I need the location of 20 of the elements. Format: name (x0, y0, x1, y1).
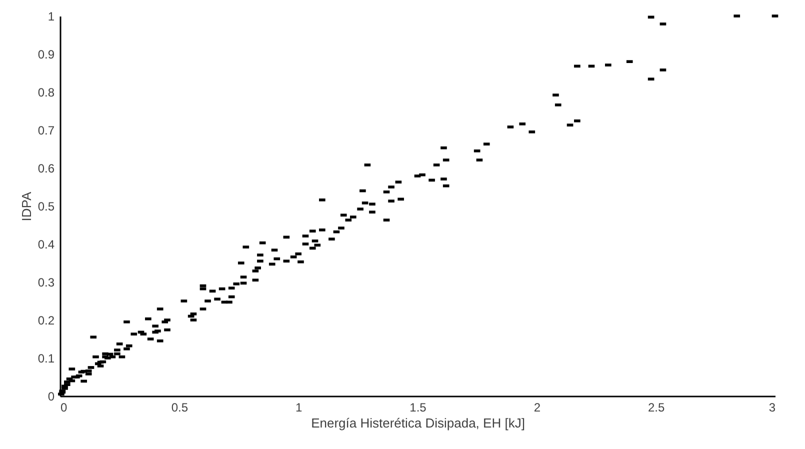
y-tick-label: 0.5 (38, 200, 55, 214)
y-tick-label: 0.9 (38, 48, 55, 62)
x-tick-label: 0.5 (171, 400, 188, 414)
y-axis-title: IDPA (18, 191, 34, 222)
x-tick-label: 0 (60, 400, 68, 414)
x-tick-label: 1.5 (410, 400, 427, 414)
y-tick-label: 0.2 (38, 314, 55, 328)
x-tick-label: 2.5 (648, 400, 665, 414)
y-tick-label: 0.1 (38, 352, 55, 366)
x-tick-label: 3 (768, 400, 776, 414)
y-tick-label: 0.8 (38, 86, 55, 100)
y-tick-label: 0.6 (38, 162, 55, 176)
x-tick-label: 1 (295, 400, 302, 414)
x-tick-label: 2 (534, 400, 541, 414)
y-tick-label: 0.7 (38, 124, 55, 138)
y-tick-label: 0.3 (38, 276, 55, 290)
y-tick-label: 1 (48, 10, 55, 24)
y-tick-label: 0.4 (38, 238, 55, 252)
y-tick-label: 0 (48, 390, 55, 404)
x-axis-title: Energía Histerética Disipada, EH [kJ] (311, 416, 525, 430)
